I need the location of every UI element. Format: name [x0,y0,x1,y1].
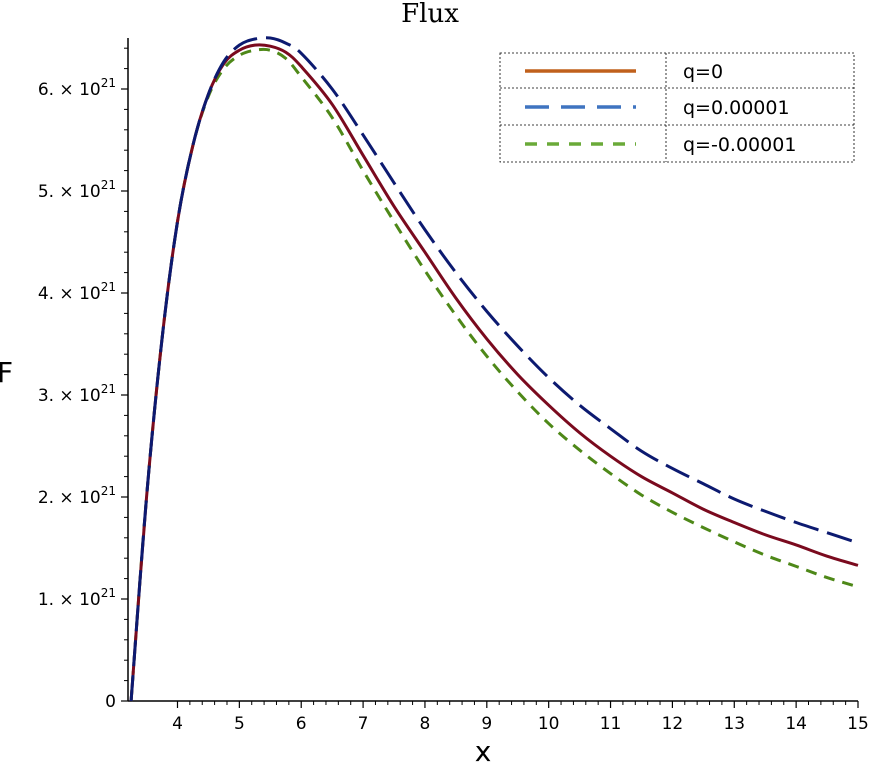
series-lines [129,36,859,702]
x-tick-label: 12 [662,714,684,734]
chart-title: Flux [401,0,459,29]
x-tick-label: 11 [600,714,622,734]
y-axis-ticks: 0 1. × 1021 2. × 1021 3. × 1021 4. × 1021 5. … [38,47,128,712]
y-tick-label: 6. × 1021 [38,76,116,100]
x-tick-label: 13 [723,714,745,734]
y-tick-label: 2. × 1021 [38,484,116,508]
legend-label-3: q=-0.00001 [683,134,796,156]
y-axis-label: F [0,356,13,389]
legend-label-2: q=0.00001 [683,97,790,119]
y-tick-label: 3. × 1021 [38,382,116,406]
x-tick-label: 7 [358,714,369,734]
legend: q=0 q=0.00001 q=-0.00001 [499,52,855,163]
series-line-3 [129,47,859,702]
x-axis-ticks: 4 5 6 7 8 9 10 11 12 13 14 15 [172,701,869,734]
x-tick-label: 8 [420,714,431,734]
x-tick-label: 15 [847,714,869,734]
legend-label-1: q=0 [683,61,723,83]
y-tick-label: 5. × 1021 [38,178,116,202]
y-tick-label: 1. × 1021 [38,586,116,610]
x-tick-label: 4 [172,714,183,734]
x-tick-label: 5 [234,714,245,734]
x-tick-label: 6 [296,714,307,734]
x-axis-label: x [475,735,492,763]
x-tick-label: 14 [785,714,807,734]
x-tick-label: 10 [538,714,560,734]
x-tick-label: 9 [481,714,492,734]
y-tick-label: 0 [105,692,116,712]
y-tick-label: 4. × 1021 [38,280,116,304]
series-line-2 [129,36,859,702]
